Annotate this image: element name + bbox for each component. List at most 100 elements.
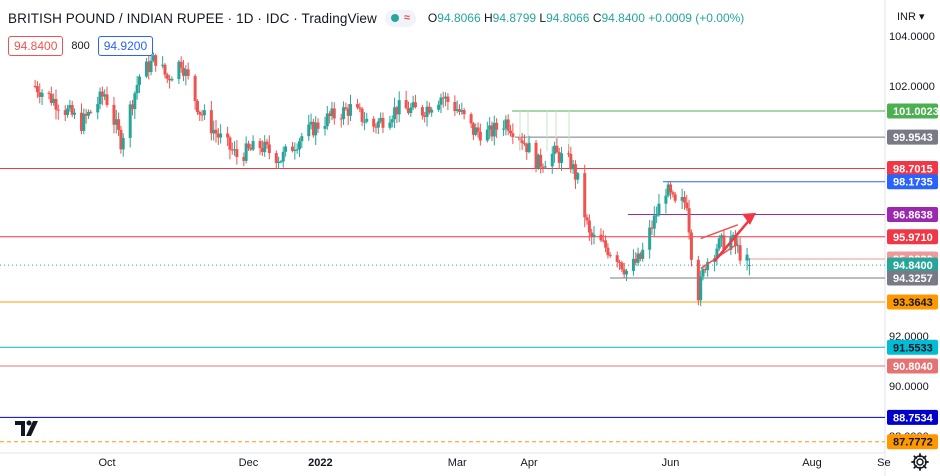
candle-body bbox=[40, 92, 44, 97]
price-badge-bg bbox=[887, 161, 938, 177]
change-value: +0.0009 (+0.00%) bbox=[648, 11, 745, 25]
price-tick-label: 104.0000 bbox=[889, 31, 935, 43]
candle-body bbox=[522, 143, 526, 145]
candle-body bbox=[453, 101, 457, 112]
candle-body bbox=[179, 61, 183, 68]
sell-button[interactable]: 94.8400 bbox=[8, 36, 64, 56]
candle-body bbox=[720, 235, 724, 239]
tradingview-logo-icon[interactable] bbox=[12, 412, 42, 442]
candle-body bbox=[618, 261, 622, 263]
candle-body bbox=[54, 98, 58, 110]
candle-body bbox=[458, 109, 461, 112]
candle-body bbox=[219, 133, 223, 138]
price-badge-bg bbox=[887, 339, 938, 355]
trade-buttons: 94.8400 800 94.9200 bbox=[8, 36, 154, 56]
candle-body bbox=[193, 75, 197, 101]
candle-body bbox=[295, 149, 299, 151]
price-badge-text: 101.0023 bbox=[893, 106, 939, 118]
price-badge-bg bbox=[887, 129, 938, 145]
candle-body bbox=[267, 144, 271, 154]
candle-body bbox=[346, 108, 350, 116]
candle-body bbox=[393, 107, 397, 120]
price-badge-bg bbox=[887, 294, 938, 310]
candle-body bbox=[555, 145, 559, 153]
time-tick-label: Se bbox=[877, 457, 890, 469]
candle-body bbox=[536, 154, 540, 169]
candle-body bbox=[202, 110, 206, 116]
candle-body bbox=[342, 107, 346, 120]
candle-body bbox=[525, 143, 529, 153]
price-level-badge: 98.1735 bbox=[887, 174, 938, 190]
market-status-pill[interactable]: ≈ bbox=[384, 9, 416, 27]
price-level-badge: 95.9710 bbox=[887, 229, 938, 245]
candle-body bbox=[685, 202, 689, 209]
compare-icon: ≈ bbox=[403, 12, 410, 24]
candle-body bbox=[182, 67, 186, 76]
candle-body bbox=[543, 166, 547, 168]
candle-body bbox=[68, 105, 72, 109]
candle-body bbox=[425, 106, 429, 117]
candle-body bbox=[300, 136, 304, 142]
price-level-badge: 93.3643 bbox=[887, 294, 938, 310]
buy-button[interactable]: 94.9200 bbox=[97, 36, 154, 56]
candle-body bbox=[89, 111, 93, 113]
candle-body bbox=[170, 79, 174, 81]
candle-body bbox=[274, 153, 278, 164]
candle-body bbox=[622, 269, 626, 275]
price-badge-text: 98.1735 bbox=[893, 177, 933, 189]
price-badge-bg bbox=[887, 270, 938, 286]
candle-body bbox=[365, 118, 369, 122]
candle-body bbox=[423, 115, 427, 117]
candle-body bbox=[460, 110, 464, 112]
candle-body bbox=[293, 150, 297, 152]
candle-body bbox=[177, 61, 181, 80]
candle-body bbox=[325, 113, 329, 127]
candle-body bbox=[291, 146, 295, 151]
gear-icon[interactable] bbox=[910, 452, 930, 472]
candle-body bbox=[411, 102, 415, 108]
candle-body bbox=[566, 153, 570, 155]
price-axis[interactable]: 104.0000102.000092.000090.000088.0000101… bbox=[887, 31, 939, 450]
candle-body bbox=[242, 157, 246, 161]
candle-body bbox=[624, 270, 628, 275]
candle-body bbox=[131, 104, 135, 110]
close-value: 94.8400 bbox=[601, 11, 645, 25]
candle-body bbox=[469, 114, 473, 124]
candle-body bbox=[455, 109, 459, 112]
price-badge-text: 90.8040 bbox=[893, 361, 933, 373]
candle-body bbox=[441, 97, 445, 99]
candle-body bbox=[328, 113, 332, 117]
candle-body bbox=[117, 119, 121, 130]
candle-body bbox=[638, 253, 642, 259]
candle-body bbox=[599, 234, 603, 241]
symbol-title[interactable]: BRITISH POUND / INDIAN RUPEE · 1D · IDC … bbox=[8, 10, 377, 26]
candle-body bbox=[265, 141, 269, 145]
candle-body bbox=[103, 94, 107, 97]
time-tick-label: Mar bbox=[448, 457, 467, 469]
candle-body bbox=[636, 253, 640, 263]
candle-body bbox=[671, 192, 675, 195]
price-level-badge: 99.9543 bbox=[887, 129, 938, 145]
price-tick-label: 90.0000 bbox=[889, 381, 929, 393]
time-axis[interactable]: Oct Dec 2022 Mar Apr Jun Aug Se bbox=[98, 457, 890, 469]
price-level-badge: 87.7772 bbox=[887, 434, 938, 450]
candle-body bbox=[235, 149, 239, 158]
candle-body bbox=[281, 151, 285, 162]
candle-body bbox=[745, 254, 749, 261]
candle-body bbox=[715, 248, 719, 259]
price-level-badge: 94.3257 bbox=[887, 270, 938, 286]
time-tick-label: 2022 bbox=[308, 457, 332, 469]
candle-body bbox=[84, 113, 88, 116]
candle-body bbox=[230, 149, 234, 151]
price-badge-text: 88.7534 bbox=[893, 412, 934, 424]
candle-body bbox=[388, 122, 392, 128]
candle-body bbox=[105, 94, 109, 105]
candle-body bbox=[381, 117, 385, 128]
candle-body bbox=[490, 125, 494, 137]
currency-label[interactable]: INR ▾ bbox=[897, 10, 925, 23]
price-badge-bg bbox=[887, 174, 938, 190]
candle-body bbox=[307, 124, 311, 137]
candle-body bbox=[112, 104, 116, 125]
